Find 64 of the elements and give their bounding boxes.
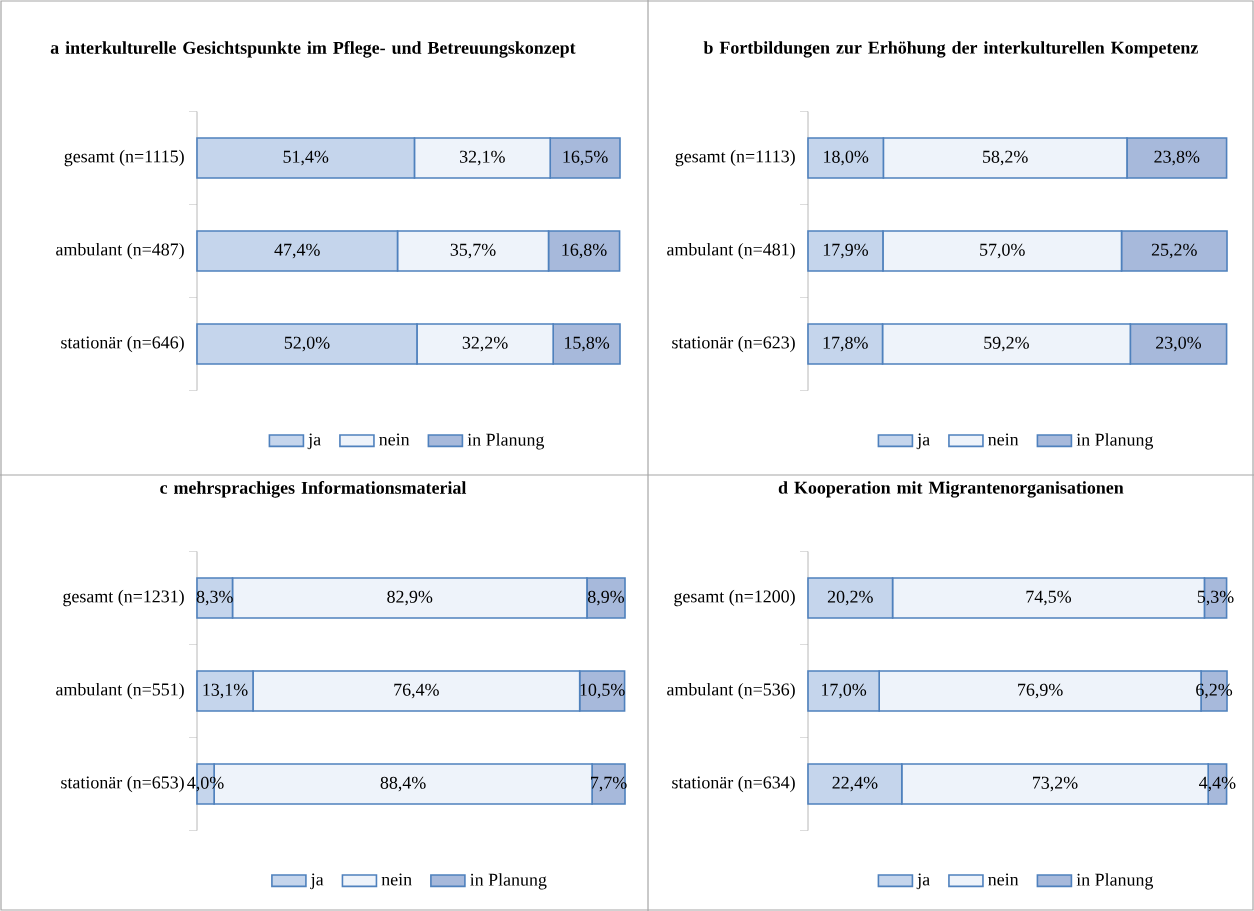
y-tick-label: ambulant (n=487) <box>56 242 184 260</box>
data-label: 16,5% <box>563 150 608 166</box>
data-label: 6,2% <box>1196 683 1233 699</box>
data-label: 15,8% <box>564 336 610 352</box>
data-label: 76,4% <box>394 683 439 699</box>
chart-title: c mehrsprachiges Informationsmaterial <box>160 481 467 498</box>
data-label: 22,4% <box>832 776 878 792</box>
legend-label: in Planung <box>467 433 545 450</box>
y-tick-label: ambulant (n=481) <box>667 242 795 260</box>
y-tick-label: stationär (n=634) <box>672 775 795 793</box>
data-label: 17,0% <box>821 683 867 699</box>
legend-label: in Planung <box>1076 433 1154 450</box>
legend-label: ja <box>916 873 930 890</box>
y-tick-label: ambulant (n=551) <box>56 682 184 700</box>
data-label: 17,8% <box>823 336 868 352</box>
legend-label: ja <box>310 873 324 890</box>
legend-label: in Planung <box>1076 873 1154 890</box>
legend-label: nein <box>381 873 412 886</box>
chart-title: a interkulturelle Gesichtspunkte im Pflege- und Betreuungskonzept <box>50 41 576 58</box>
data-label: 4,4% <box>1199 776 1236 792</box>
data-label: 32,2% <box>462 336 508 352</box>
data-label: 20,2% <box>827 590 873 606</box>
data-label: 88,4% <box>380 776 426 792</box>
data-label: 59,2% <box>984 336 1029 352</box>
data-label: 13,1% <box>203 683 248 699</box>
data-label: 76,9% <box>1018 683 1063 699</box>
data-label: 52,0% <box>284 336 330 352</box>
y-tick-label: stationär (n=653) <box>61 775 184 793</box>
data-label: 17,9% <box>823 243 869 259</box>
y-tick-label: ambulant (n=536) <box>667 682 795 700</box>
y-tick-label: gesamt (n=1115) <box>64 149 184 167</box>
data-label: 51,4% <box>283 150 329 166</box>
legend-label: ja <box>307 433 321 450</box>
data-label: 23,0% <box>1156 336 1202 352</box>
y-tick-label: gesamt (n=1231) <box>63 589 184 607</box>
data-label: 7,7% <box>591 776 627 792</box>
data-label: 58,2% <box>983 150 1028 166</box>
legend-label: nein <box>379 433 410 446</box>
chart-title: d Kooperation mit Migrantenorganisationen <box>778 481 1124 498</box>
y-tick-label: gesamt (n=1113) <box>675 149 795 167</box>
data-label: 8,9% <box>587 590 625 606</box>
y-tick-label: stationär (n=646) <box>61 335 184 353</box>
data-label: 82,9% <box>387 590 433 606</box>
data-label: 18,0% <box>824 150 869 166</box>
data-label: 74,5% <box>1026 590 1072 606</box>
data-label: 10,5% <box>580 683 625 699</box>
data-label: 5,3% <box>1197 590 1234 606</box>
data-label: 35,7% <box>450 243 496 259</box>
legend-label: nein <box>988 433 1019 446</box>
data-label: 25,2% <box>1151 243 1197 259</box>
data-label: 16,8% <box>562 243 607 259</box>
y-tick-label: gesamt (n=1200) <box>674 589 795 607</box>
data-label: 8,3% <box>196 590 233 606</box>
legend-label: ja <box>916 433 930 450</box>
legend-label: nein <box>988 873 1019 886</box>
data-label: 4,0% <box>187 776 224 792</box>
data-label: 57,0% <box>980 243 1025 259</box>
legend-label: in Planung <box>470 873 547 890</box>
y-tick-label: stationär (n=623) <box>672 335 795 353</box>
data-label: 47,4% <box>274 243 320 259</box>
chart-title: b Fortbildungen zur Erhöhung der interkulturellen Kompetenz <box>703 41 1198 58</box>
data-label: 32,1% <box>460 150 505 166</box>
data-label: 73,2% <box>1033 776 1078 792</box>
data-label: 23,8% <box>1154 150 1200 166</box>
